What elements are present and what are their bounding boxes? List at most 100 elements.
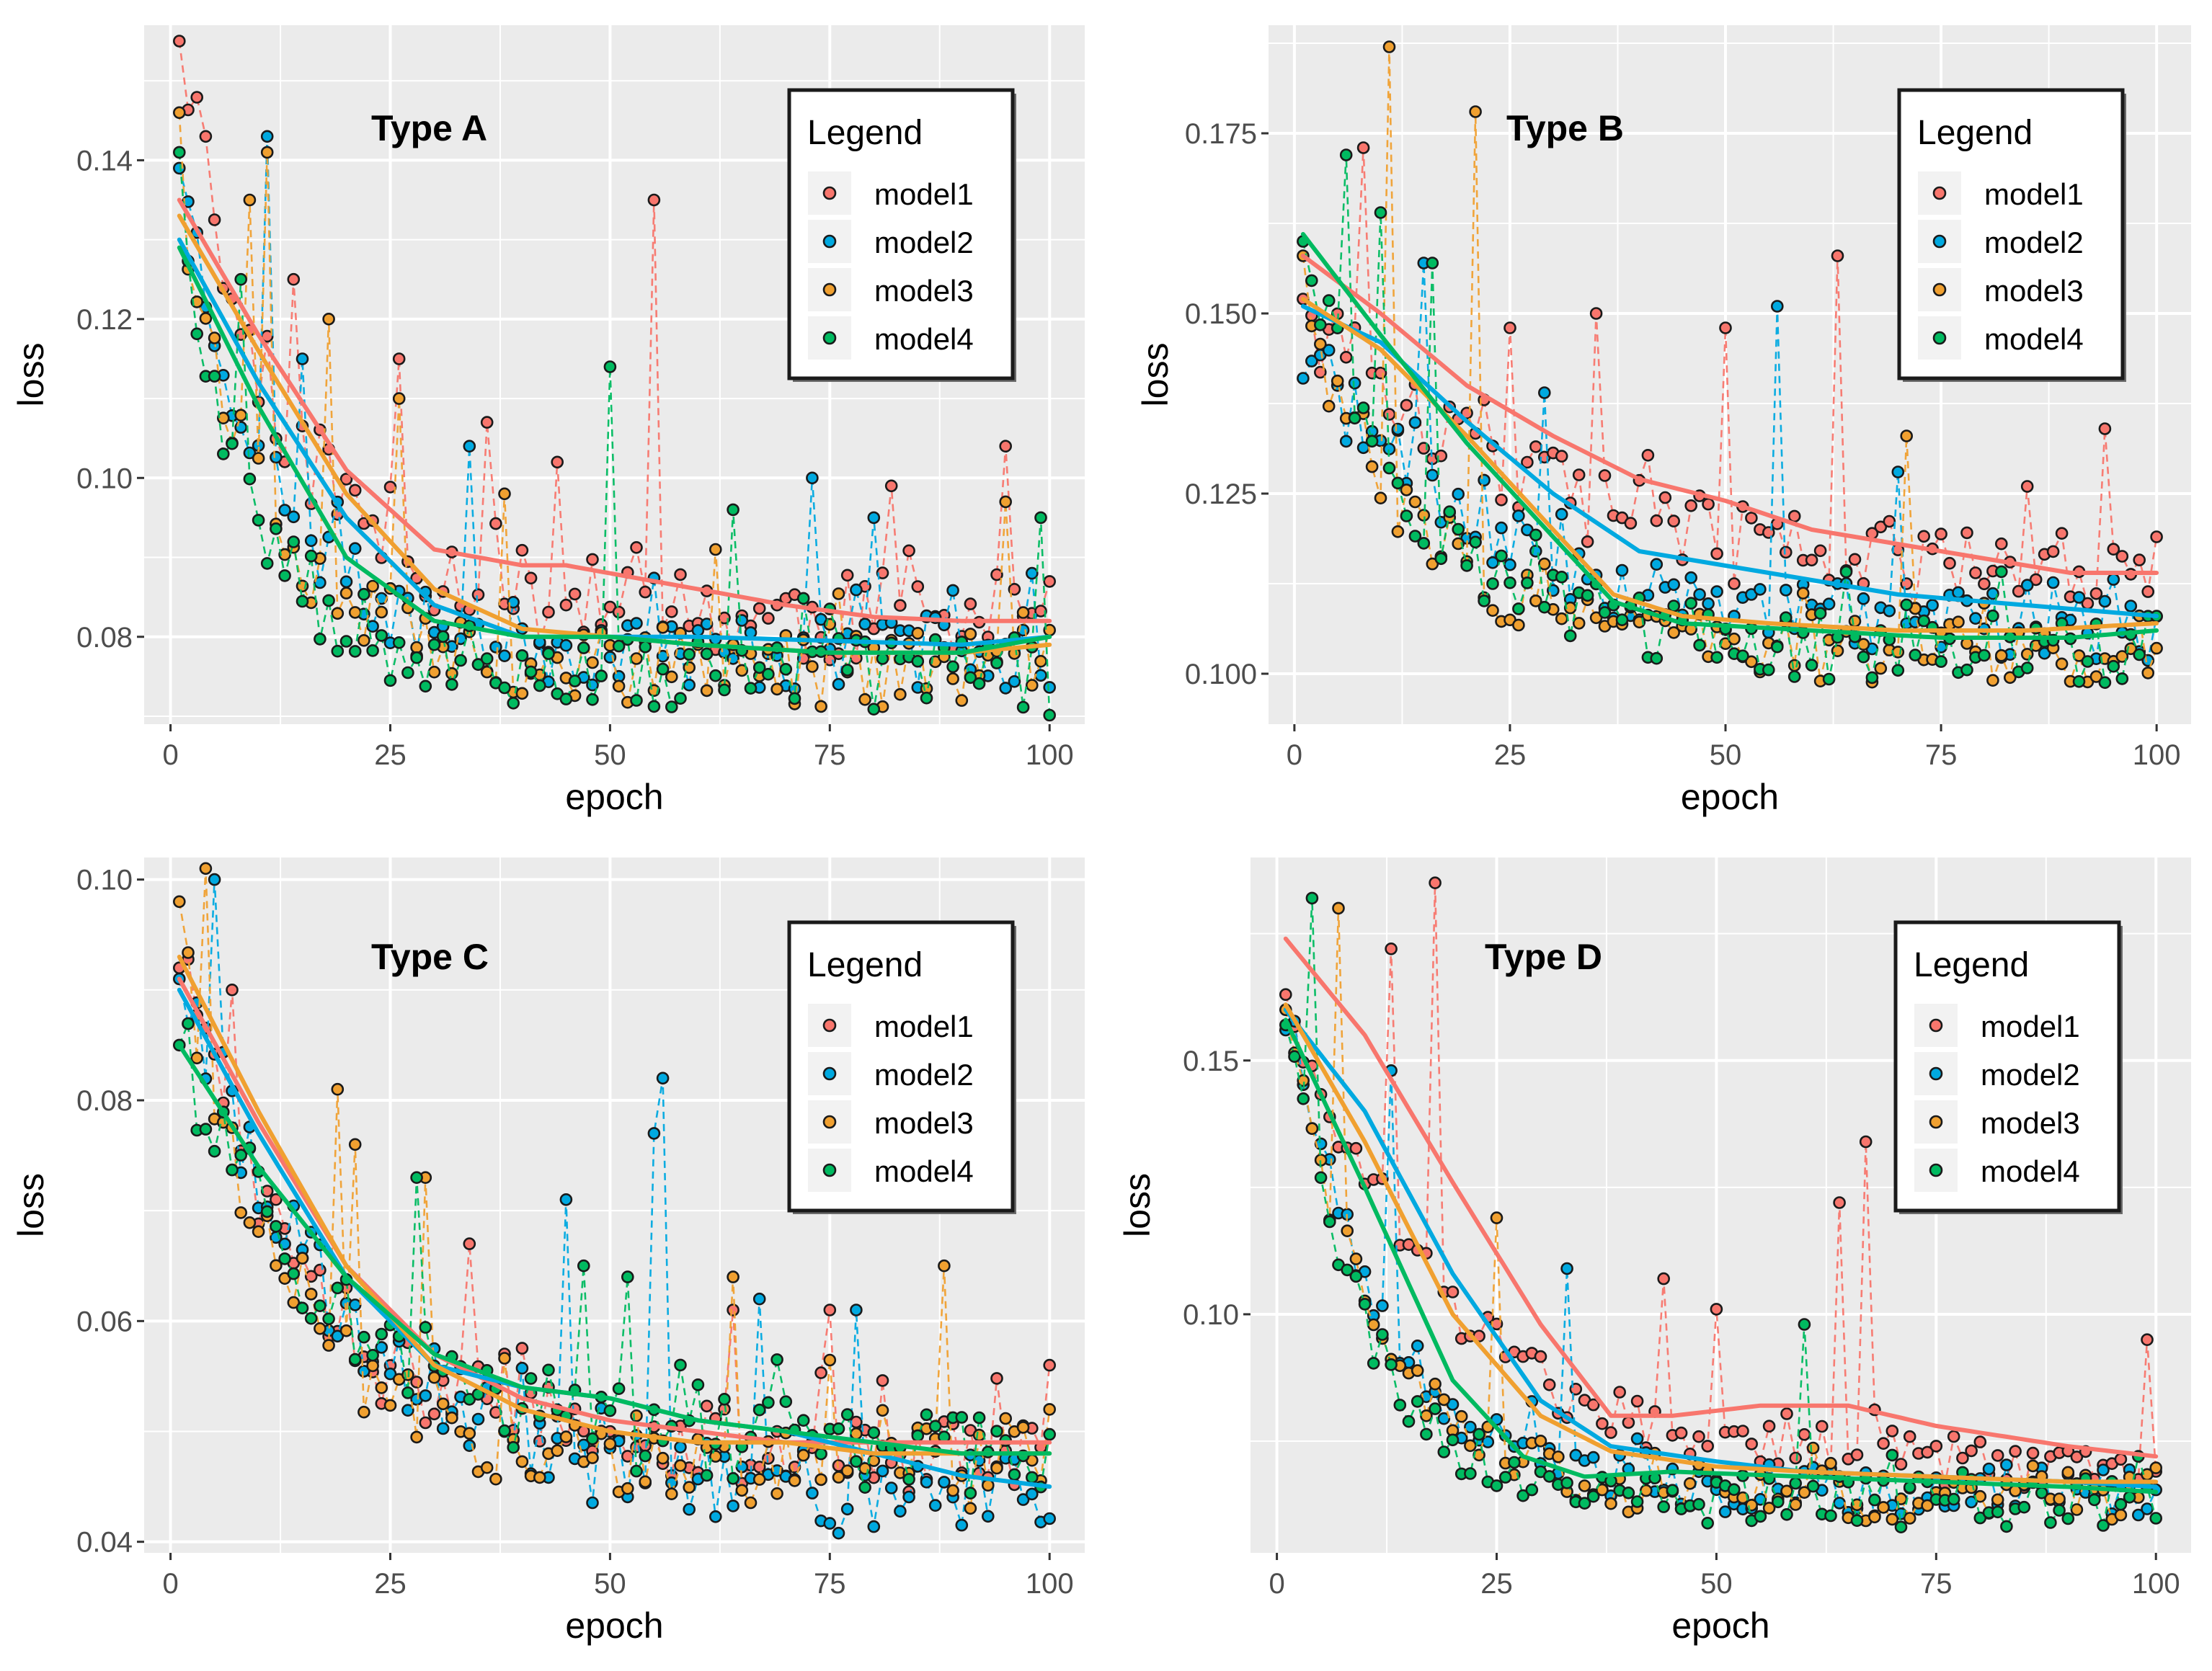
data-point-model4: [1503, 576, 1516, 589]
data-point-model2: [243, 446, 257, 460]
data-point-model1: [1542, 1378, 1556, 1391]
data-point-model2: [1481, 1435, 1495, 1448]
data-point-model4: [911, 1429, 925, 1443]
data-point-model3: [366, 1359, 379, 1373]
data-point-model4: [1322, 294, 1336, 307]
data-point-model2: [1822, 597, 1836, 611]
data-point-model1: [1446, 1285, 1460, 1298]
data-point-model4: [840, 664, 854, 677]
data-point-model1: [1641, 448, 1655, 462]
data-point-model4: [603, 360, 617, 373]
data-point-model4: [779, 1395, 793, 1408]
data-point-model1: [2115, 550, 2129, 563]
data-point-model2: [630, 617, 643, 630]
data-point-model1: [2012, 584, 2025, 598]
data-point-model2: [1615, 563, 1629, 577]
data-point-model3: [1429, 1377, 1442, 1391]
data-point-model2: [867, 1520, 881, 1533]
data-point-model3: [339, 1324, 353, 1337]
data-point-model2: [1408, 416, 1422, 429]
data-point-model1: [1624, 517, 1638, 530]
data-point-model1: [630, 540, 643, 554]
legend-label-model3: model3: [874, 1106, 974, 1140]
x-tick-label: 25: [1480, 1568, 1513, 1600]
legend-title: Legend: [1917, 114, 2033, 152]
data-point-model1: [1943, 556, 1956, 570]
data-point-model3: [823, 1353, 837, 1367]
data-point-model4: [744, 682, 758, 695]
data-point-model3: [304, 1288, 318, 1301]
data-point-model4: [357, 587, 370, 601]
data-point-model3: [1512, 618, 1525, 632]
data-point-model4: [674, 1358, 687, 1372]
data-point-model4: [858, 1481, 871, 1494]
series-dashed-line-model3: [178, 112, 1051, 707]
data-point-model4: [595, 669, 608, 682]
data-point-model3: [796, 1448, 810, 1462]
legend-label-model4: model4: [874, 322, 974, 356]
data-point-model3: [1538, 557, 1551, 571]
data-point-model1: [1429, 876, 1442, 889]
data-point-model2: [683, 1502, 696, 1516]
data-point-model3: [410, 1430, 423, 1444]
data-point-model3: [1736, 1491, 1749, 1505]
data-point-model4: [1772, 1495, 1785, 1509]
data-point-model4: [419, 679, 432, 693]
data-point-model4: [1839, 565, 1853, 579]
data-point-model2: [366, 620, 379, 633]
data-point-model4: [1460, 559, 1473, 572]
data-point-model4: [296, 1301, 309, 1315]
data-point-model4: [208, 1144, 221, 1158]
data-point-model3: [173, 106, 186, 120]
data-point-model1: [1586, 1398, 1600, 1412]
y-tick-label: 0.175: [1185, 118, 1257, 150]
data-point-model4: [1464, 1467, 1477, 1480]
data-point-model3: [1043, 1403, 1056, 1416]
data-point-model4: [1393, 1399, 1407, 1412]
data-point-model1: [762, 612, 775, 625]
data-point-model2: [752, 1292, 766, 1306]
data-point-model3: [603, 1438, 617, 1451]
data-point-model3: [2053, 1492, 2066, 1505]
data-point-model4: [1630, 1495, 1644, 1508]
data-point-model1: [1787, 509, 1801, 523]
data-point-model4: [1894, 1520, 1908, 1533]
data-point-model2: [894, 1505, 907, 1518]
x-tick-label: 50: [594, 1568, 626, 1600]
data-point-model3: [1780, 1484, 1793, 1498]
data-point-model2: [1305, 355, 1318, 367]
data-point-model2: [1322, 344, 1336, 357]
data-point-model2: [647, 1127, 661, 1140]
data-point-model1: [524, 571, 538, 585]
data-point-model4: [1857, 650, 1870, 664]
data-point-model3: [199, 862, 213, 875]
data-point-model4: [2107, 659, 2120, 673]
data-point-model4: [454, 654, 467, 667]
data-point-model1: [339, 473, 353, 486]
data-point-model3: [199, 312, 213, 325]
data-point-model4: [1498, 1471, 1512, 1484]
data-point-model4: [498, 1424, 511, 1438]
data-point-model3: [1469, 105, 1482, 118]
data-point-model1: [1745, 1438, 1758, 1451]
data-point-model2: [920, 1476, 933, 1489]
data-point-model3: [1789, 1498, 1802, 1511]
data-point-model2: [1702, 597, 1715, 610]
data-point-model3: [1995, 649, 2008, 662]
data-point-model4: [1581, 589, 1594, 602]
data-point-model1: [2020, 480, 2034, 493]
y-tick-label: 0.12: [76, 304, 133, 336]
data-point-model1: [1043, 575, 1056, 588]
data-point-model4: [2115, 672, 2129, 685]
data-point-model3: [1555, 612, 1568, 625]
y-tick-label: 0.06: [76, 1306, 133, 1337]
data-point-model2: [1891, 465, 1905, 478]
data-point-model4: [964, 671, 977, 685]
data-point-model4: [796, 592, 810, 605]
data-point-model4: [972, 1411, 986, 1425]
data-point-model1: [1657, 1272, 1670, 1285]
data-point-model4: [1391, 476, 1405, 490]
data-point-model1: [1589, 307, 1603, 320]
data-point-model4: [348, 645, 362, 658]
data-point-model3: [1529, 594, 1542, 607]
